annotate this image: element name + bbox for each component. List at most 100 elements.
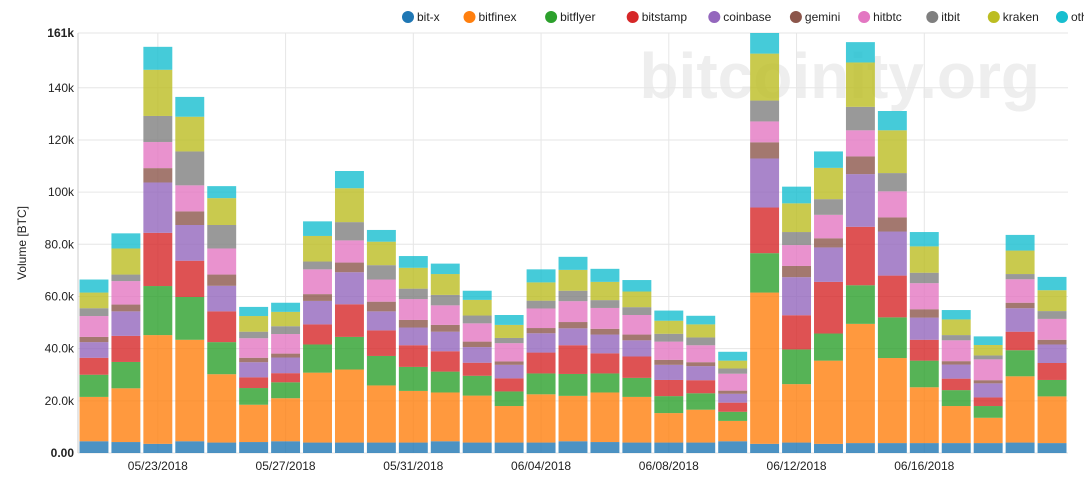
bar-segment-bitfinex[interactable] bbox=[334, 369, 364, 443]
bar-segment-gemini[interactable] bbox=[430, 324, 460, 332]
bar-segment-others[interactable] bbox=[654, 310, 684, 321]
bar-segment-itbit[interactable] bbox=[143, 115, 173, 143]
bar-segment-bitfinex[interactable] bbox=[1037, 396, 1067, 444]
bar-segment-bitflyer[interactable] bbox=[718, 411, 748, 421]
bar-segment-itbit[interactable] bbox=[462, 315, 492, 324]
bar-segment-gemini[interactable] bbox=[718, 390, 748, 394]
bar-segment-gemini[interactable] bbox=[143, 168, 173, 183]
bar-segment-coinbase[interactable] bbox=[845, 174, 875, 227]
bar-segment-others[interactable] bbox=[909, 232, 939, 247]
bar-segment-itbit[interactable] bbox=[494, 337, 524, 344]
bar-segment-hitbtc[interactable] bbox=[398, 299, 428, 320]
bar-segment-kraken[interactable] bbox=[526, 282, 556, 301]
bar-segment-bit-x[interactable] bbox=[750, 443, 780, 453]
bar-segment-gemini[interactable] bbox=[845, 156, 875, 175]
bar-segment-bitfinex[interactable] bbox=[271, 398, 301, 442]
bar-segment-bitflyer[interactable] bbox=[686, 393, 716, 410]
bar-segment-itbit[interactable] bbox=[941, 335, 971, 341]
bar-segment-others[interactable] bbox=[239, 306, 269, 317]
bar-segment-bit-x[interactable] bbox=[814, 443, 843, 453]
bar-segment-bitfinex[interactable] bbox=[941, 406, 971, 444]
bar-segment-bit-x[interactable] bbox=[207, 442, 237, 453]
bar-segment-coinbase[interactable] bbox=[718, 393, 748, 403]
bar-segment-bit-x[interactable] bbox=[462, 442, 492, 453]
bar-segment-gemini[interactable] bbox=[877, 217, 907, 232]
bar-segment-itbit[interactable] bbox=[207, 225, 237, 249]
bar-segment-gemini[interactable] bbox=[334, 262, 364, 273]
bar-segment-others[interactable] bbox=[814, 151, 843, 168]
bar-segment-bitflyer[interactable] bbox=[1005, 350, 1035, 377]
bar-segment-bitstamp[interactable] bbox=[750, 207, 780, 254]
legend-item-itbit[interactable]: itbit bbox=[926, 10, 961, 24]
bar-segment-others[interactable] bbox=[750, 33, 780, 54]
legend-item-gemini[interactable]: gemini bbox=[789, 10, 840, 24]
bar-segment-gemini[interactable] bbox=[207, 274, 237, 286]
bar-segment-kraken[interactable] bbox=[845, 62, 875, 107]
bar-segment-itbit[interactable] bbox=[845, 106, 875, 131]
bar-segment-bitflyer[interactable] bbox=[175, 297, 205, 340]
bar-segment-others[interactable] bbox=[398, 256, 428, 268]
bar-segment-bitflyer[interactable] bbox=[973, 406, 1003, 418]
legend-item-bitflyer[interactable]: bitflyer bbox=[545, 10, 595, 24]
bar-segment-bitstamp[interactable] bbox=[686, 380, 716, 394]
bar-segment-kraken[interactable] bbox=[398, 267, 428, 289]
bar-segment-gemini[interactable] bbox=[79, 336, 109, 343]
bar-segment-itbit[interactable] bbox=[877, 173, 907, 192]
bar-segment-gemini[interactable] bbox=[494, 361, 524, 365]
bar-segment-bitfinex[interactable] bbox=[590, 392, 620, 443]
bar-segment-bitstamp[interactable] bbox=[558, 345, 588, 374]
bar-segment-kraken[interactable] bbox=[877, 130, 907, 174]
bar-segment-hitbtc[interactable] bbox=[79, 316, 109, 337]
bar-segment-itbit[interactable] bbox=[782, 232, 812, 246]
bar-segment-bitfinex[interactable] bbox=[718, 420, 748, 442]
bar-segment-bitflyer[interactable] bbox=[430, 371, 460, 393]
bar-segment-bitfinex[interactable] bbox=[622, 396, 652, 443]
bar-segment-coinbase[interactable] bbox=[941, 364, 971, 379]
bar-segment-others[interactable] bbox=[207, 186, 237, 199]
bar-segment-hitbtc[interactable] bbox=[239, 338, 269, 358]
bar-segment-bitstamp[interactable] bbox=[622, 356, 652, 378]
bar-segment-gemini[interactable] bbox=[814, 238, 843, 248]
bar-segment-bitfinex[interactable] bbox=[143, 335, 173, 444]
bar-segment-others[interactable] bbox=[366, 229, 396, 242]
bar-segment-itbit[interactable] bbox=[175, 151, 205, 186]
bar-segment-kraken[interactable] bbox=[909, 246, 939, 273]
bar-segment-itbit[interactable] bbox=[303, 261, 332, 270]
bar-segment-itbit[interactable] bbox=[366, 265, 396, 280]
bar-segment-bitflyer[interactable] bbox=[207, 342, 237, 375]
bar-segment-bit-x[interactable] bbox=[494, 442, 524, 453]
bar-segment-coinbase[interactable] bbox=[366, 311, 396, 331]
bar-segment-bitflyer[interactable] bbox=[877, 317, 907, 359]
bar-segment-bitstamp[interactable] bbox=[718, 402, 748, 412]
bar-segment-bit-x[interactable] bbox=[782, 442, 812, 453]
bar-segment-coinbase[interactable] bbox=[334, 272, 364, 305]
bar-segment-bitstamp[interactable] bbox=[1037, 363, 1067, 380]
bar-segment-itbit[interactable] bbox=[430, 294, 460, 306]
bar-segment-gemini[interactable] bbox=[686, 362, 716, 367]
bar-segment-bitflyer[interactable] bbox=[366, 355, 396, 386]
bar-segment-bit-x[interactable] bbox=[79, 441, 109, 453]
bar-segment-hitbtc[interactable] bbox=[462, 323, 492, 342]
bar-segment-kraken[interactable] bbox=[143, 69, 173, 116]
bar-segment-gemini[interactable] bbox=[175, 211, 205, 225]
bar-segment-kraken[interactable] bbox=[718, 360, 748, 369]
bar-segment-coinbase[interactable] bbox=[750, 158, 780, 208]
bar-segment-coinbase[interactable] bbox=[558, 328, 588, 346]
bar-segment-bitstamp[interactable] bbox=[941, 378, 971, 391]
bar-segment-bitfinex[interactable] bbox=[877, 358, 907, 444]
bar-segment-bitstamp[interactable] bbox=[845, 226, 875, 286]
bar-segment-others[interactable] bbox=[558, 256, 588, 270]
bar-segment-hitbtc[interactable] bbox=[558, 301, 588, 323]
bar-segment-kraken[interactable] bbox=[941, 319, 971, 336]
bar-segment-hitbtc[interactable] bbox=[430, 305, 460, 325]
bar-segment-bitflyer[interactable] bbox=[750, 253, 780, 293]
bar-segment-bitstamp[interactable] bbox=[909, 339, 939, 361]
bar-segment-hitbtc[interactable] bbox=[143, 142, 173, 169]
bar-segment-hitbtc[interactable] bbox=[941, 340, 971, 362]
bar-segment-gemini[interactable] bbox=[303, 294, 332, 301]
bar-segment-others[interactable] bbox=[303, 221, 332, 236]
bar-segment-gemini[interactable] bbox=[1005, 302, 1035, 309]
bar-segment-hitbtc[interactable] bbox=[782, 245, 812, 266]
bar-segment-bit-x[interactable] bbox=[590, 442, 620, 453]
bar-segment-itbit[interactable] bbox=[973, 355, 1003, 360]
